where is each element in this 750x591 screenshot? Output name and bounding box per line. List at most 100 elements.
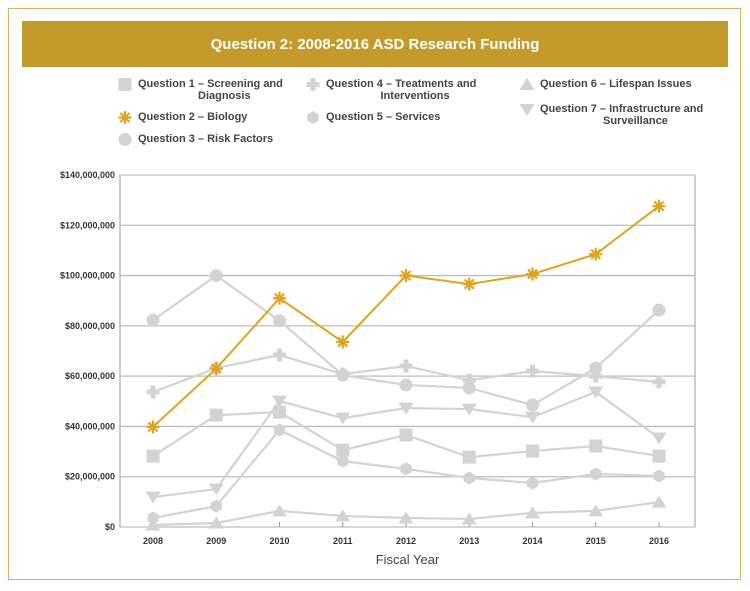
data-point bbox=[462, 450, 476, 464]
data-point bbox=[208, 516, 224, 529]
x-tick-label: 2010 bbox=[269, 536, 289, 546]
chart-frame bbox=[8, 8, 741, 580]
y-tick-label: $60,000,000 bbox=[65, 371, 115, 381]
data-point bbox=[147, 511, 159, 525]
data-point bbox=[336, 443, 350, 457]
data-point bbox=[590, 467, 602, 481]
data-point bbox=[273, 348, 286, 362]
series-7 bbox=[145, 386, 667, 504]
data-point bbox=[526, 364, 539, 378]
data-point bbox=[462, 373, 476, 387]
y-tick-label: $140,000,000 bbox=[60, 170, 115, 180]
legend-marker bbox=[118, 78, 132, 91]
x-axis-label: Fiscal Year bbox=[376, 552, 440, 567]
legend-label-continued: Interventions bbox=[380, 90, 450, 102]
data-point bbox=[335, 509, 351, 522]
data-point bbox=[335, 412, 351, 425]
data-point bbox=[273, 423, 286, 437]
x-tick-label: 2013 bbox=[459, 536, 479, 546]
legend-label: Question 3 – Risk Factors bbox=[138, 133, 274, 145]
data-point bbox=[653, 469, 665, 483]
data-point bbox=[525, 411, 540, 424]
data-point bbox=[400, 462, 412, 476]
chart-title: Question 2: 2008-2016 ASD Research Fundi… bbox=[22, 21, 728, 67]
y-tick-label: $0 bbox=[105, 522, 115, 532]
data-point bbox=[336, 367, 350, 381]
x-tick-label: 2011 bbox=[333, 536, 353, 546]
legend-label: Question 7 – Infrastructure and bbox=[540, 103, 704, 115]
data-point bbox=[652, 449, 666, 463]
circle-marker-icon bbox=[118, 133, 132, 146]
legend-label: Question 6 – Lifespan Issues bbox=[540, 78, 692, 90]
data-point bbox=[589, 361, 603, 375]
data-point bbox=[208, 483, 224, 496]
data-point bbox=[272, 395, 287, 408]
hexagon-marker-icon bbox=[307, 111, 319, 124]
triangle-up-marker-icon bbox=[520, 78, 534, 90]
data-point bbox=[461, 403, 477, 416]
data-point bbox=[146, 449, 160, 463]
data-point bbox=[273, 405, 286, 419]
data-point bbox=[145, 491, 161, 504]
legend-marker bbox=[307, 111, 319, 124]
data-point bbox=[146, 420, 160, 434]
x-tick-label: 2008 bbox=[143, 536, 163, 546]
legend-label-continued: Surveillance bbox=[603, 115, 668, 127]
y-tick-label: $40,000,000 bbox=[65, 421, 115, 431]
data-point bbox=[398, 402, 414, 415]
legend-marker bbox=[520, 104, 534, 116]
legend-label-continued: Diagnosis bbox=[198, 90, 251, 102]
data-point bbox=[461, 512, 477, 525]
data-point bbox=[588, 504, 604, 517]
y-tick-label: $120,000,000 bbox=[60, 220, 115, 230]
square-marker-icon bbox=[118, 78, 132, 91]
data-point bbox=[589, 369, 603, 383]
series-1 bbox=[146, 405, 666, 464]
data-point bbox=[526, 267, 539, 281]
legend-label: Question 1 – Screening and bbox=[138, 78, 283, 90]
legend-label: Question 2 – Biology bbox=[138, 111, 248, 123]
asterisk-marker-icon bbox=[118, 111, 132, 124]
data-point bbox=[462, 381, 476, 395]
data-point bbox=[651, 495, 667, 508]
data-point bbox=[209, 269, 223, 283]
data-point bbox=[272, 504, 287, 517]
data-point bbox=[652, 199, 666, 213]
data-point bbox=[399, 428, 413, 442]
data-point bbox=[652, 375, 666, 389]
x-tick-label: 2016 bbox=[649, 536, 669, 546]
data-point bbox=[526, 444, 539, 458]
data-point bbox=[399, 378, 413, 392]
data-point bbox=[399, 269, 413, 283]
y-tick-label: $80,000,000 bbox=[65, 321, 115, 331]
data-point bbox=[273, 314, 286, 328]
plus-marker-icon bbox=[306, 78, 320, 91]
data-point bbox=[526, 476, 539, 490]
legend-label: Question 4 – Treatments and bbox=[326, 78, 477, 90]
data-point bbox=[337, 454, 349, 468]
series-3 bbox=[146, 269, 666, 412]
data-point bbox=[273, 291, 286, 305]
data-point bbox=[589, 247, 603, 261]
data-point bbox=[463, 471, 475, 485]
data-point bbox=[399, 359, 413, 373]
series-line bbox=[152, 205, 660, 428]
data-point bbox=[210, 499, 222, 513]
data-point bbox=[462, 277, 476, 291]
data-point bbox=[526, 398, 539, 412]
data-point bbox=[145, 518, 161, 531]
y-tick-label: $100,000,000 bbox=[60, 271, 115, 281]
legend-marker bbox=[118, 133, 132, 146]
x-tick-label: 2015 bbox=[586, 536, 606, 546]
legend-marker bbox=[118, 111, 132, 124]
data-point bbox=[589, 439, 603, 453]
data-point bbox=[146, 313, 160, 327]
series-2 bbox=[146, 199, 666, 434]
y-tick-label: $20,000,000 bbox=[65, 472, 115, 482]
series-5 bbox=[147, 423, 665, 525]
data-point bbox=[525, 506, 540, 519]
data-point bbox=[146, 385, 160, 399]
data-point bbox=[652, 303, 666, 317]
legend-label: Question 5 – Services bbox=[326, 111, 441, 123]
